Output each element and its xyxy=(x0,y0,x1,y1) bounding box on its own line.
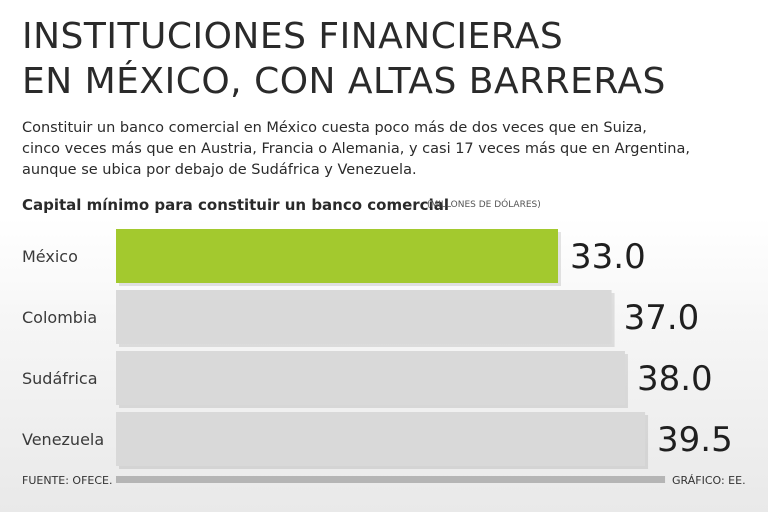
chart-unit: (MILLONES DE DÓLARES) xyxy=(427,200,541,210)
graphic-credit: GRÁFICO: EE. xyxy=(672,474,746,487)
chart-title: Capital mínimo para constituir un banco … xyxy=(22,196,449,214)
value-label-venezuela: 39.5 xyxy=(657,420,733,460)
bar-sudafrica xyxy=(116,351,625,405)
page-subtitle: Constituir un banco comercial en México … xyxy=(22,120,690,178)
category-label-mexico: México xyxy=(22,247,78,266)
source-note: FUENTE: OFECE. xyxy=(22,474,113,487)
category-label-colombia: Colombia xyxy=(22,308,97,327)
value-label-sudafrica: 38.0 xyxy=(637,359,713,399)
bar-mexico xyxy=(116,229,558,283)
baseline-axis xyxy=(116,476,666,483)
category-label-venezuela: Venezuela xyxy=(22,430,104,449)
value-label-colombia: 37.0 xyxy=(624,298,700,338)
bar-colombia xyxy=(116,290,612,344)
category-label-sudafrica: Sudáfrica xyxy=(22,369,98,388)
bar-chart: México 33.0 Colombia 37.0 Sudáfrica 38.0 Venez… xyxy=(22,229,733,483)
page-title: INSTITUCIONES FINANCIERAS EN MÉXICO, CON… xyxy=(22,16,666,102)
value-label-mexico: 33.0 xyxy=(570,237,646,277)
bar-venezuela xyxy=(116,412,646,466)
